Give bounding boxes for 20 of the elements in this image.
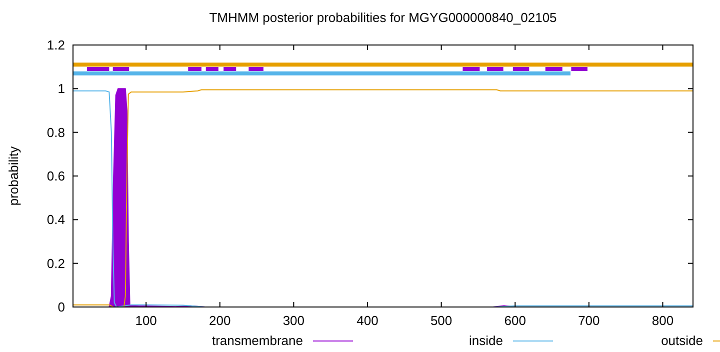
y-tick-label: 1	[58, 81, 65, 96]
y-tick-label: 0	[58, 300, 65, 314]
x-tick-label: 600	[504, 313, 526, 328]
x-tick-label: 100	[135, 313, 157, 328]
legend-label: transmembrane	[212, 333, 303, 348]
y-tick-label: 1.2	[46, 38, 65, 52]
y-tick-label: 0.2	[46, 256, 65, 271]
x-tick-label: 300	[282, 313, 305, 328]
y-axis-title: probability	[6, 146, 21, 206]
legend-label: inside	[469, 333, 503, 348]
y-tick-label: 0.4	[46, 212, 65, 228]
legend-label: outside	[661, 333, 703, 348]
x-tick-label: 700	[578, 313, 600, 328]
x-tick-label: 500	[430, 313, 452, 328]
x-tick-label: 800	[652, 313, 674, 328]
x-tick-label: 400	[356, 313, 378, 328]
y-tick-label: 0.6	[46, 168, 65, 184]
x-tick-label: 200	[209, 313, 231, 328]
chart-title: TMHMM posterior probabilities for MGYG000000840_02105	[209, 10, 557, 25]
y-tick-label: 0.8	[46, 124, 65, 140]
